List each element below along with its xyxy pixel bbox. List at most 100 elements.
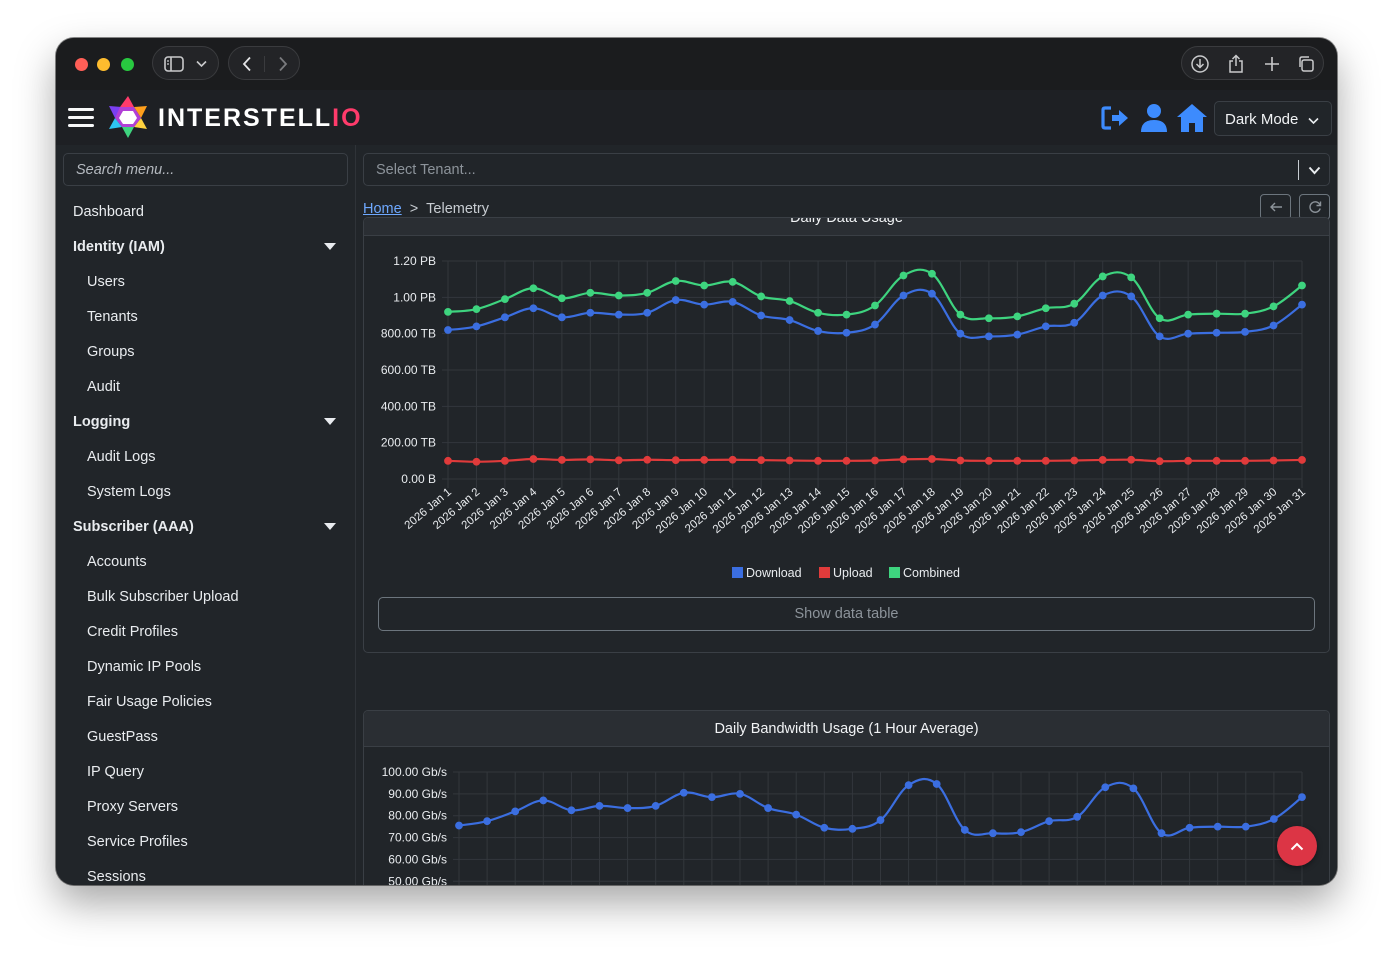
- browser-toolbar: [56, 38, 1337, 90]
- data-point-combined: [1155, 314, 1164, 323]
- data-point-download: [1269, 321, 1278, 330]
- sidebar-item-users[interactable]: Users: [56, 264, 355, 299]
- sidebar-item-logging[interactable]: Logging: [56, 404, 355, 439]
- logo-icon: [106, 94, 150, 140]
- data-point-download: [595, 801, 604, 810]
- sidebar-item-groups[interactable]: Groups: [56, 334, 355, 369]
- browser-window: INTERSTELLIO Dark Mode Search menu... Da…: [56, 38, 1337, 885]
- menu-search-input[interactable]: Search menu...: [63, 153, 348, 186]
- legend-swatch-combined: [889, 567, 900, 578]
- data-point-upload: [557, 456, 566, 464]
- user-profile-icon[interactable]: [1138, 102, 1170, 134]
- logout-icon[interactable]: [1099, 102, 1131, 134]
- sidebar-item-proxy-servers[interactable]: Proxy Servers: [56, 789, 355, 824]
- y-tick-label: 600.00 TB: [381, 363, 436, 377]
- data-point-download: [1127, 292, 1136, 301]
- data-point-download: [511, 807, 520, 816]
- data-point-upload: [529, 455, 538, 463]
- data-point-combined: [1127, 273, 1136, 282]
- menu-toggle-button[interactable]: [68, 106, 96, 130]
- sidebar-item-label: Subscriber (AAA): [73, 518, 194, 535]
- chevron-up-icon: [1290, 842, 1304, 850]
- maximize-window-button[interactable]: [121, 58, 134, 71]
- tenant-select-placeholder: Select Tenant...: [376, 162, 476, 178]
- data-point-download: [557, 313, 566, 322]
- new-tab-icon[interactable]: [1260, 47, 1284, 81]
- forward-icon[interactable]: [273, 47, 293, 81]
- breadcrumb-home-link[interactable]: Home: [363, 201, 402, 217]
- chevron-down-icon[interactable]: [1308, 163, 1321, 179]
- breadcrumb-current: Telemetry: [426, 201, 490, 217]
- refresh-icon: [1308, 201, 1321, 213]
- data-point-download: [567, 806, 576, 815]
- sidebar-item-dashboard[interactable]: Dashboard: [56, 194, 355, 229]
- close-window-button[interactable]: [75, 58, 88, 71]
- data-point-upload: [1212, 456, 1221, 465]
- daily-data-usage-card: Daily Data Usage 0.00 B 200.00 TB 400.00 T…: [363, 217, 1330, 653]
- data-point-combined: [472, 305, 481, 314]
- chevron-down-icon[interactable]: [193, 47, 209, 81]
- main-content: Select Tenant... Home > Telemetry Daily Da…: [356, 145, 1337, 885]
- tenant-select[interactable]: Select Tenant...: [363, 153, 1330, 186]
- tabs-overview-icon[interactable]: [1294, 47, 1318, 81]
- theme-select[interactable]: Dark Mode: [1214, 101, 1332, 136]
- browser-actions-group: [1181, 46, 1324, 80]
- share-icon[interactable]: [1224, 47, 1248, 81]
- select-divider: [1298, 160, 1299, 180]
- caret-down-icon[interactable]: [324, 523, 336, 530]
- data-point-download: [1298, 300, 1306, 309]
- data-point-combined: [1041, 304, 1050, 313]
- sidebar-item-identity-iam[interactable]: Identity (IAM): [56, 229, 355, 264]
- home-icon[interactable]: [1176, 102, 1208, 134]
- y-tick-label: 400.00 TB: [381, 399, 436, 413]
- data-point-download: [679, 788, 688, 797]
- data-point-download: [444, 326, 452, 334]
- back-icon[interactable]: [237, 47, 257, 81]
- hamburger-bar: [68, 108, 94, 111]
- sidebar-item-label: System Logs: [87, 483, 171, 500]
- caret-down-icon[interactable]: [324, 243, 336, 250]
- chart-title: Daily Bandwidth Usage (1 Hour Average): [364, 711, 1329, 747]
- sidebar-item-label: Sessions: [87, 868, 146, 885]
- data-point-combined: [700, 281, 709, 290]
- hamburger-bar: [68, 124, 94, 127]
- data-point-combined: [643, 288, 652, 297]
- brand-logo-text[interactable]: INTERSTELLIO: [158, 104, 363, 133]
- sidebar-item-audit-logs[interactable]: Audit Logs: [56, 439, 355, 474]
- data-point-upload: [1269, 456, 1278, 465]
- caret-down-icon[interactable]: [324, 418, 336, 425]
- sidebar-item-fair-usage-policies[interactable]: Fair Usage Policies: [56, 684, 355, 719]
- data-point-combined: [899, 271, 908, 280]
- sidebar-item-credit-profiles[interactable]: Credit Profiles: [56, 614, 355, 649]
- data-point-download: [501, 313, 509, 322]
- data-point-download: [956, 329, 965, 338]
- sidebar-item-subscriber-aaa[interactable]: Subscriber (AAA): [56, 509, 355, 544]
- sidebar-toggle-icon[interactable]: [163, 47, 185, 81]
- data-point-upload: [614, 456, 623, 465]
- app-header: INTERSTELLIO Dark Mode: [56, 90, 1337, 145]
- sidebar-item-tenants[interactable]: Tenants: [56, 299, 355, 334]
- show-data-table-button[interactable]: Show data table: [378, 597, 1315, 631]
- download-icon[interactable]: [1188, 47, 1212, 81]
- data-point-combined: [1184, 310, 1193, 319]
- sidebar-item-service-profiles[interactable]: Service Profiles: [56, 824, 355, 859]
- sidebar-item-accounts[interactable]: Accounts: [56, 544, 355, 579]
- data-point-download: [529, 304, 538, 313]
- sidebar-item-system-logs[interactable]: System Logs: [56, 474, 355, 509]
- sidebar-item-bulk-subscriber-upload[interactable]: Bulk Subscriber Upload: [56, 579, 355, 614]
- data-point-download: [792, 810, 801, 819]
- sidebar-item-label: Logging: [73, 413, 131, 430]
- minimize-window-button[interactable]: [97, 58, 110, 71]
- data-point-upload: [899, 455, 908, 464]
- data-point-upload: [1298, 456, 1306, 464]
- sidebar-item-ip-query[interactable]: IP Query: [56, 754, 355, 789]
- sidebar-item-dynamic-ip-pools[interactable]: Dynamic IP Pools: [56, 649, 355, 684]
- data-point-download: [820, 823, 829, 832]
- sidebar-item-guestpass[interactable]: GuestPass: [56, 719, 355, 754]
- sidebar-item-label: Bulk Subscriber Upload: [87, 588, 239, 605]
- sidebar-item-sessions[interactable]: Sessions: [56, 859, 355, 885]
- scroll-to-top-button[interactable]: [1277, 826, 1317, 866]
- data-point-combined: [757, 292, 766, 301]
- data-point-download: [614, 310, 623, 319]
- sidebar-item-audit[interactable]: Audit: [56, 369, 355, 404]
